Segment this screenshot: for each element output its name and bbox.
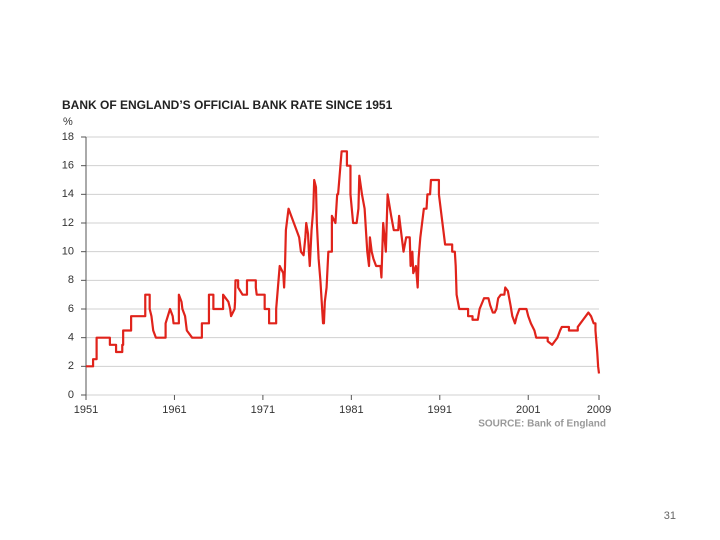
y-tick-label: 18	[62, 131, 74, 143]
y-tick-label: 0	[68, 389, 74, 401]
y-tick-label: 2	[68, 360, 74, 372]
page-number: 31	[664, 510, 676, 522]
x-tick-label: 1991	[428, 404, 452, 416]
x-tick-label: 1951	[74, 404, 98, 416]
y-tick-label: 6	[68, 303, 74, 315]
chart-title: BANK OF ENGLAND’S OFFICIAL BANK RATE SIN…	[62, 98, 393, 112]
y-tick-label: 14	[62, 188, 74, 200]
y-axis-label: %	[63, 116, 73, 128]
x-tick-label: 1981	[339, 404, 363, 416]
y-tick-label: 4	[68, 332, 74, 344]
x-tick-label: 2001	[516, 404, 540, 416]
rate-line	[86, 150, 601, 374]
x-tick-label: 2009	[587, 404, 611, 416]
x-tick-label: 1961	[162, 404, 186, 416]
y-tick-label: 12	[62, 217, 74, 229]
y-tick-label: 10	[62, 246, 74, 258]
x-tick-label: 1971	[251, 404, 275, 416]
source-note: SOURCE: Bank of England	[478, 419, 606, 430]
y-tick-label: 8	[68, 274, 74, 286]
y-tick-label: 16	[62, 160, 74, 172]
